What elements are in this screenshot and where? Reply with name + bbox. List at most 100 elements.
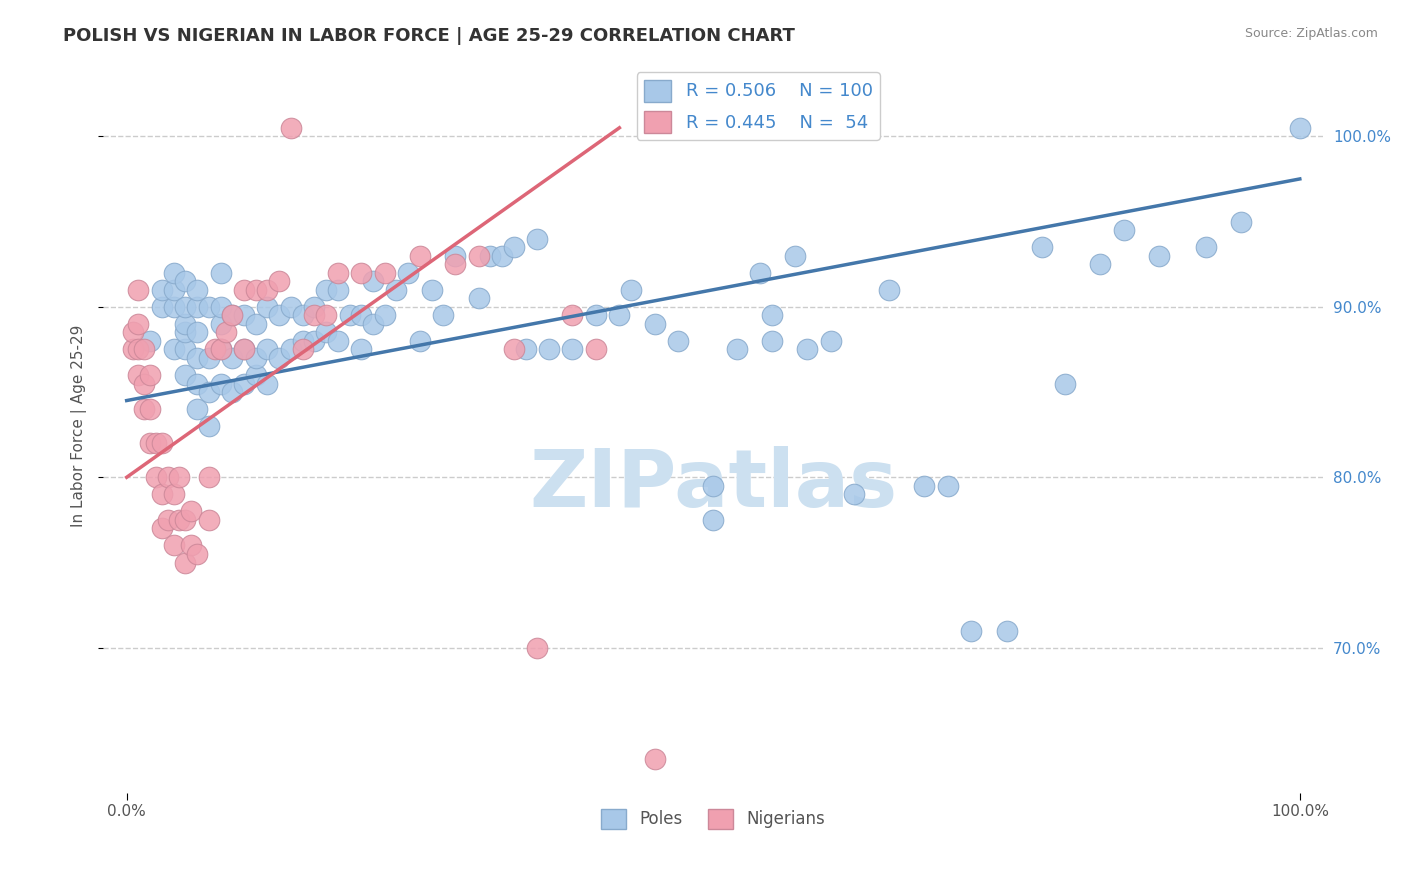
Legend: Poles, Nigerians: Poles, Nigerians [595, 802, 832, 836]
Point [245, 368, 267, 382]
Point [702, 479, 724, 493]
Point [620, 283, 643, 297]
Point [139, 334, 162, 348]
Point [134, 376, 156, 391]
Point [561, 308, 583, 322]
Point [326, 266, 349, 280]
Point [209, 343, 232, 357]
Point [1090, 257, 1112, 271]
Point [644, 317, 666, 331]
Point [761, 308, 783, 322]
Point [221, 384, 243, 399]
Point [1031, 240, 1053, 254]
Point [291, 343, 314, 357]
Point [169, 513, 191, 527]
Point [256, 283, 278, 297]
Point [269, 308, 291, 322]
Point [374, 266, 396, 280]
Point [515, 343, 537, 357]
Point [339, 308, 361, 322]
Point [127, 343, 149, 357]
Point [912, 479, 935, 493]
Point [877, 283, 900, 297]
Point [134, 402, 156, 417]
Point [221, 308, 243, 322]
Point [1288, 120, 1310, 135]
Point [145, 470, 167, 484]
Point [162, 283, 184, 297]
Point [350, 266, 373, 280]
Point [127, 283, 149, 297]
Point [761, 334, 783, 348]
Point [467, 249, 489, 263]
Point [198, 419, 221, 434]
Point [361, 274, 384, 288]
Text: Source: ZipAtlas.com: Source: ZipAtlas.com [1244, 27, 1378, 40]
Point [198, 300, 221, 314]
Point [174, 274, 197, 288]
Point [304, 300, 326, 314]
Point [186, 402, 208, 417]
Point [256, 376, 278, 391]
Point [1230, 214, 1253, 228]
Point [502, 343, 524, 357]
Point [127, 317, 149, 331]
Point [256, 300, 278, 314]
Point [209, 317, 232, 331]
Point [215, 326, 238, 340]
Point [936, 479, 959, 493]
Point [121, 326, 143, 340]
Point [585, 343, 607, 357]
Point [150, 436, 173, 450]
Point [315, 308, 337, 322]
Point [156, 470, 179, 484]
Point [127, 368, 149, 382]
Point [233, 343, 256, 357]
Point [150, 487, 173, 501]
Point [233, 343, 256, 357]
Point [180, 539, 202, 553]
Point [304, 334, 326, 348]
Point [409, 334, 432, 348]
Point [995, 624, 1018, 638]
Point [186, 376, 208, 391]
Point [174, 300, 197, 314]
Point [139, 402, 162, 417]
Point [666, 334, 689, 348]
Point [209, 300, 232, 314]
Point [186, 547, 208, 561]
Point [1147, 249, 1170, 263]
Point [150, 521, 173, 535]
Point [291, 308, 314, 322]
Point [702, 513, 724, 527]
Point [842, 487, 865, 501]
Point [245, 317, 267, 331]
Point [150, 300, 173, 314]
Point [121, 343, 143, 357]
Point [1054, 376, 1077, 391]
Point [304, 308, 326, 322]
Point [820, 334, 842, 348]
Point [280, 343, 302, 357]
Point [561, 343, 583, 357]
Point [444, 249, 467, 263]
Point [350, 308, 373, 322]
Point [502, 240, 524, 254]
Point [209, 376, 232, 391]
Point [174, 513, 197, 527]
Point [326, 334, 349, 348]
Point [198, 470, 221, 484]
Point [491, 249, 513, 263]
Point [350, 343, 373, 357]
Point [180, 504, 202, 518]
Point [280, 300, 302, 314]
Point [198, 513, 221, 527]
Point [169, 470, 191, 484]
Point [644, 751, 666, 765]
Point [174, 343, 197, 357]
Point [139, 436, 162, 450]
Point [162, 539, 184, 553]
Point [204, 343, 226, 357]
Point [186, 283, 208, 297]
Point [609, 308, 631, 322]
